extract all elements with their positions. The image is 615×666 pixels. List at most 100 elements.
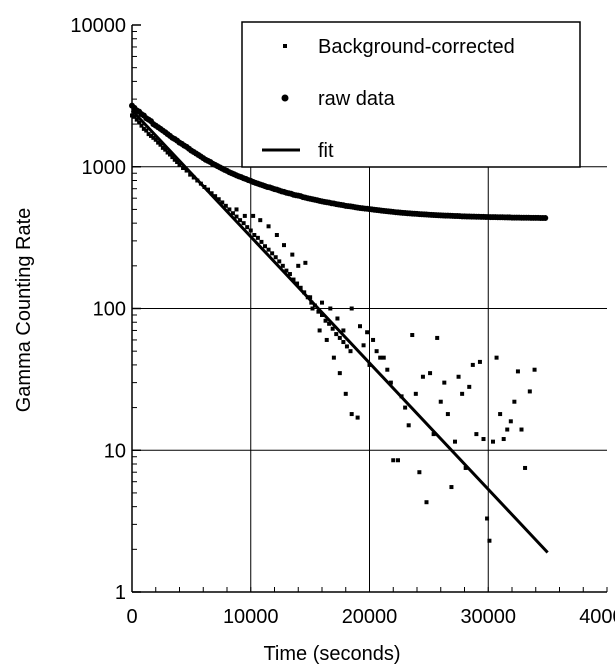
background-corrected-point (361, 343, 366, 348)
background-corrected-point (252, 233, 257, 238)
background-corrected-point (460, 391, 465, 396)
background-corrected-point (181, 165, 186, 170)
background-corrected-point (449, 485, 454, 490)
background-corrected-point (251, 213, 256, 218)
background-corrected-point (160, 145, 165, 150)
background-corrected-point (396, 458, 400, 463)
background-corrected-point (508, 419, 513, 424)
background-corrected-point (172, 157, 177, 162)
background-corrected-point (428, 371, 433, 376)
background-corrected-point (317, 328, 322, 333)
background-corrected-point (355, 415, 360, 420)
background-corrected-point (132, 114, 137, 119)
x-tick-label: 0 (126, 606, 137, 628)
x-tick-label: 30000 (460, 606, 516, 628)
background-corrected-point (331, 355, 336, 360)
background-corrected-point (481, 437, 486, 442)
background-corrected-point (238, 218, 243, 223)
plot-area (129, 102, 549, 554)
background-corrected-point (290, 252, 295, 257)
background-corrected-point (515, 369, 520, 374)
background-corrected-point (335, 316, 340, 321)
background-corrected-point (442, 380, 447, 385)
background-corrected-point (323, 318, 328, 323)
background-corrected-point (316, 309, 321, 314)
raw-data-point (542, 214, 549, 221)
legend-label: Background-corrected (318, 36, 515, 58)
fit-line (130, 109, 549, 554)
background-corrected-point (255, 235, 260, 240)
background-corrected-point (424, 500, 429, 505)
background-corrected-point (348, 349, 353, 354)
y-axis-label: Gamma Counting Rate (13, 208, 35, 413)
background-corrected-point (274, 233, 279, 238)
background-corrected-point (308, 295, 313, 300)
background-corrected-point (139, 123, 144, 128)
background-corrected-point (413, 391, 418, 396)
legend-circle-marker (281, 94, 289, 102)
background-corrected-point (453, 439, 457, 444)
background-corrected-point (532, 367, 537, 372)
y-tick-label: 10 (104, 440, 126, 462)
background-corrected-point (403, 405, 408, 410)
y-tick-label: 1000 (82, 157, 127, 179)
background-corrected-point (234, 207, 239, 212)
background-corrected-point (258, 218, 263, 223)
background-corrected-point (487, 538, 492, 543)
background-corrected-point (519, 427, 524, 432)
background-corrected-point (277, 259, 282, 264)
background-corrected-point (381, 355, 386, 360)
x-tick-label: 20000 (342, 606, 398, 628)
background-corrected-point (168, 152, 172, 157)
background-corrected-point (474, 432, 479, 437)
x-axis-label: Time (seconds) (263, 643, 400, 665)
background-corrected-point (223, 203, 228, 208)
background-corrected-point (151, 135, 156, 140)
background-corrected-point (220, 200, 225, 205)
background-corrected-point (266, 247, 271, 252)
background-corrected-point (385, 367, 390, 372)
background-corrected-point (134, 117, 139, 122)
background-corrected-point (245, 225, 250, 230)
background-corrected-point (177, 162, 182, 167)
background-corrected-point (227, 207, 232, 212)
background-corrected-point (344, 344, 349, 349)
background-corrected-point (467, 384, 472, 389)
background-corrected-point (417, 470, 422, 475)
background-corrected-point (337, 371, 342, 376)
background-corrected-point (153, 137, 158, 142)
legend-label: fit (318, 140, 334, 162)
background-corrected-point (494, 355, 499, 360)
background-corrected-point (410, 333, 415, 338)
background-corrected-point (343, 391, 348, 396)
background-corrected-point (149, 133, 153, 138)
background-corrected-point (242, 213, 247, 218)
background-corrected-point (388, 380, 393, 385)
background-corrected-point (470, 362, 475, 367)
background-corrected-point (527, 389, 532, 394)
y-tick-label: 10000 (70, 15, 126, 37)
background-corrected-point (284, 268, 289, 273)
background-corrected-point (170, 155, 175, 160)
background-corrected-point (349, 412, 354, 417)
axes (131, 24, 608, 593)
legend-box (241, 21, 581, 168)
legend-square-marker (283, 44, 287, 48)
background-corrected-point (498, 412, 503, 417)
background-corrected-point (241, 221, 246, 226)
y-tick-label: 100 (93, 299, 126, 321)
background-corrected-point (501, 437, 506, 442)
background-corrected-point (310, 306, 315, 311)
background-corrected-point (270, 251, 275, 256)
legend: Background-corrected raw data fit (241, 21, 581, 168)
background-corrected-point (248, 228, 253, 233)
background-corrected-point (406, 423, 411, 428)
background-corrected-point (358, 324, 362, 329)
background-corrected-point (273, 255, 278, 260)
background-corrected-point (266, 224, 271, 229)
background-corrected-point (330, 326, 335, 331)
background-corrected-point (156, 140, 161, 145)
background-corrected-point (280, 263, 285, 268)
background-corrected-point (303, 260, 308, 265)
background-corrected-point (175, 160, 180, 165)
